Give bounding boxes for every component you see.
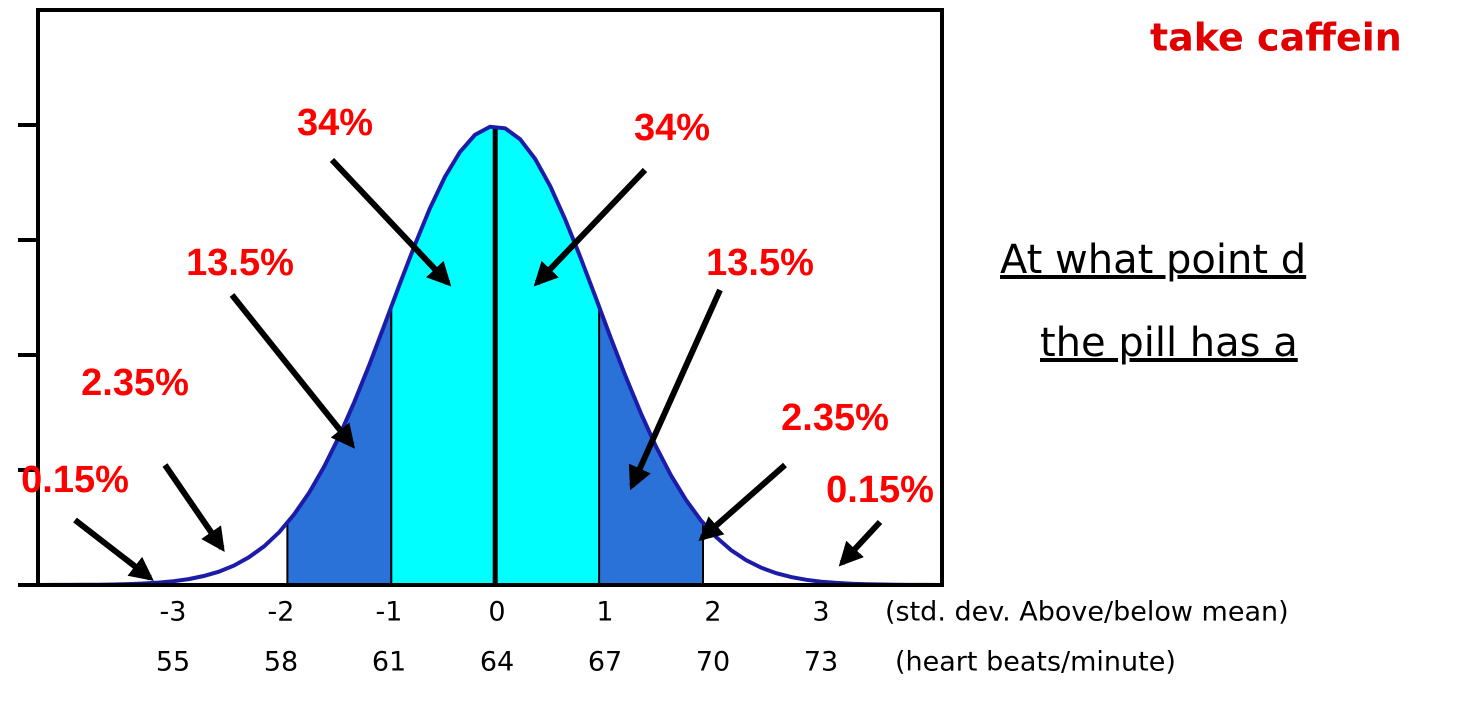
x-tick-label: 2 — [704, 597, 721, 628]
value-label: 13.5% — [706, 242, 814, 284]
arrow — [329, 157, 452, 287]
x2-tick-label: 61 — [372, 647, 406, 678]
x-tick-label: -2 — [268, 597, 295, 628]
x-tick-label: 1 — [596, 597, 613, 628]
arrow — [73, 517, 154, 581]
heading: take caffein — [1150, 16, 1402, 60]
arrow — [229, 293, 355, 449]
value-label: 13.5% — [186, 242, 294, 284]
x-tick-label: -3 — [160, 597, 187, 628]
arrow — [838, 519, 883, 567]
x2-tick-label: 55 — [156, 647, 190, 678]
x-tick-label: -1 — [376, 597, 403, 628]
question-line: At what point d — [1000, 237, 1306, 283]
value-label: 0.15% — [21, 459, 129, 501]
x-tick-label: 3 — [812, 597, 829, 628]
arrow — [628, 288, 723, 491]
region — [495, 126, 600, 585]
frame — [36, 8, 944, 587]
value-label: 34% — [634, 107, 710, 149]
region — [183, 522, 288, 585]
value-label: 2.35% — [81, 362, 189, 404]
x2-tick-label: 64 — [480, 647, 514, 678]
arrow — [162, 463, 225, 552]
curve — [37, 124, 943, 587]
x2-tick-label: 58 — [264, 647, 298, 678]
arrow — [533, 167, 648, 287]
region — [703, 522, 807, 585]
x2-tick-label: 67 — [588, 647, 622, 678]
x-tick-label: 0 — [488, 597, 505, 628]
plot: -3 55 -2 58 -1 61 0 64 1 67 2 70 3 73 (std. dev. Above… — [18, 8, 1289, 678]
x2-tick-label: 73 — [804, 647, 838, 678]
x2-tick-label: 70 — [696, 647, 730, 678]
question-line: the pill has a — [1040, 320, 1298, 366]
value-label: 0.15% — [826, 469, 934, 511]
x-axis-label: (std. dev. Above/below mean) — [885, 597, 1289, 628]
value-label: 2.35% — [781, 397, 889, 439]
value-label: 34% — [297, 102, 373, 144]
region — [391, 126, 496, 585]
x2-axis-label: (heart beats/minute) — [895, 647, 1176, 678]
arrow — [698, 462, 787, 542]
